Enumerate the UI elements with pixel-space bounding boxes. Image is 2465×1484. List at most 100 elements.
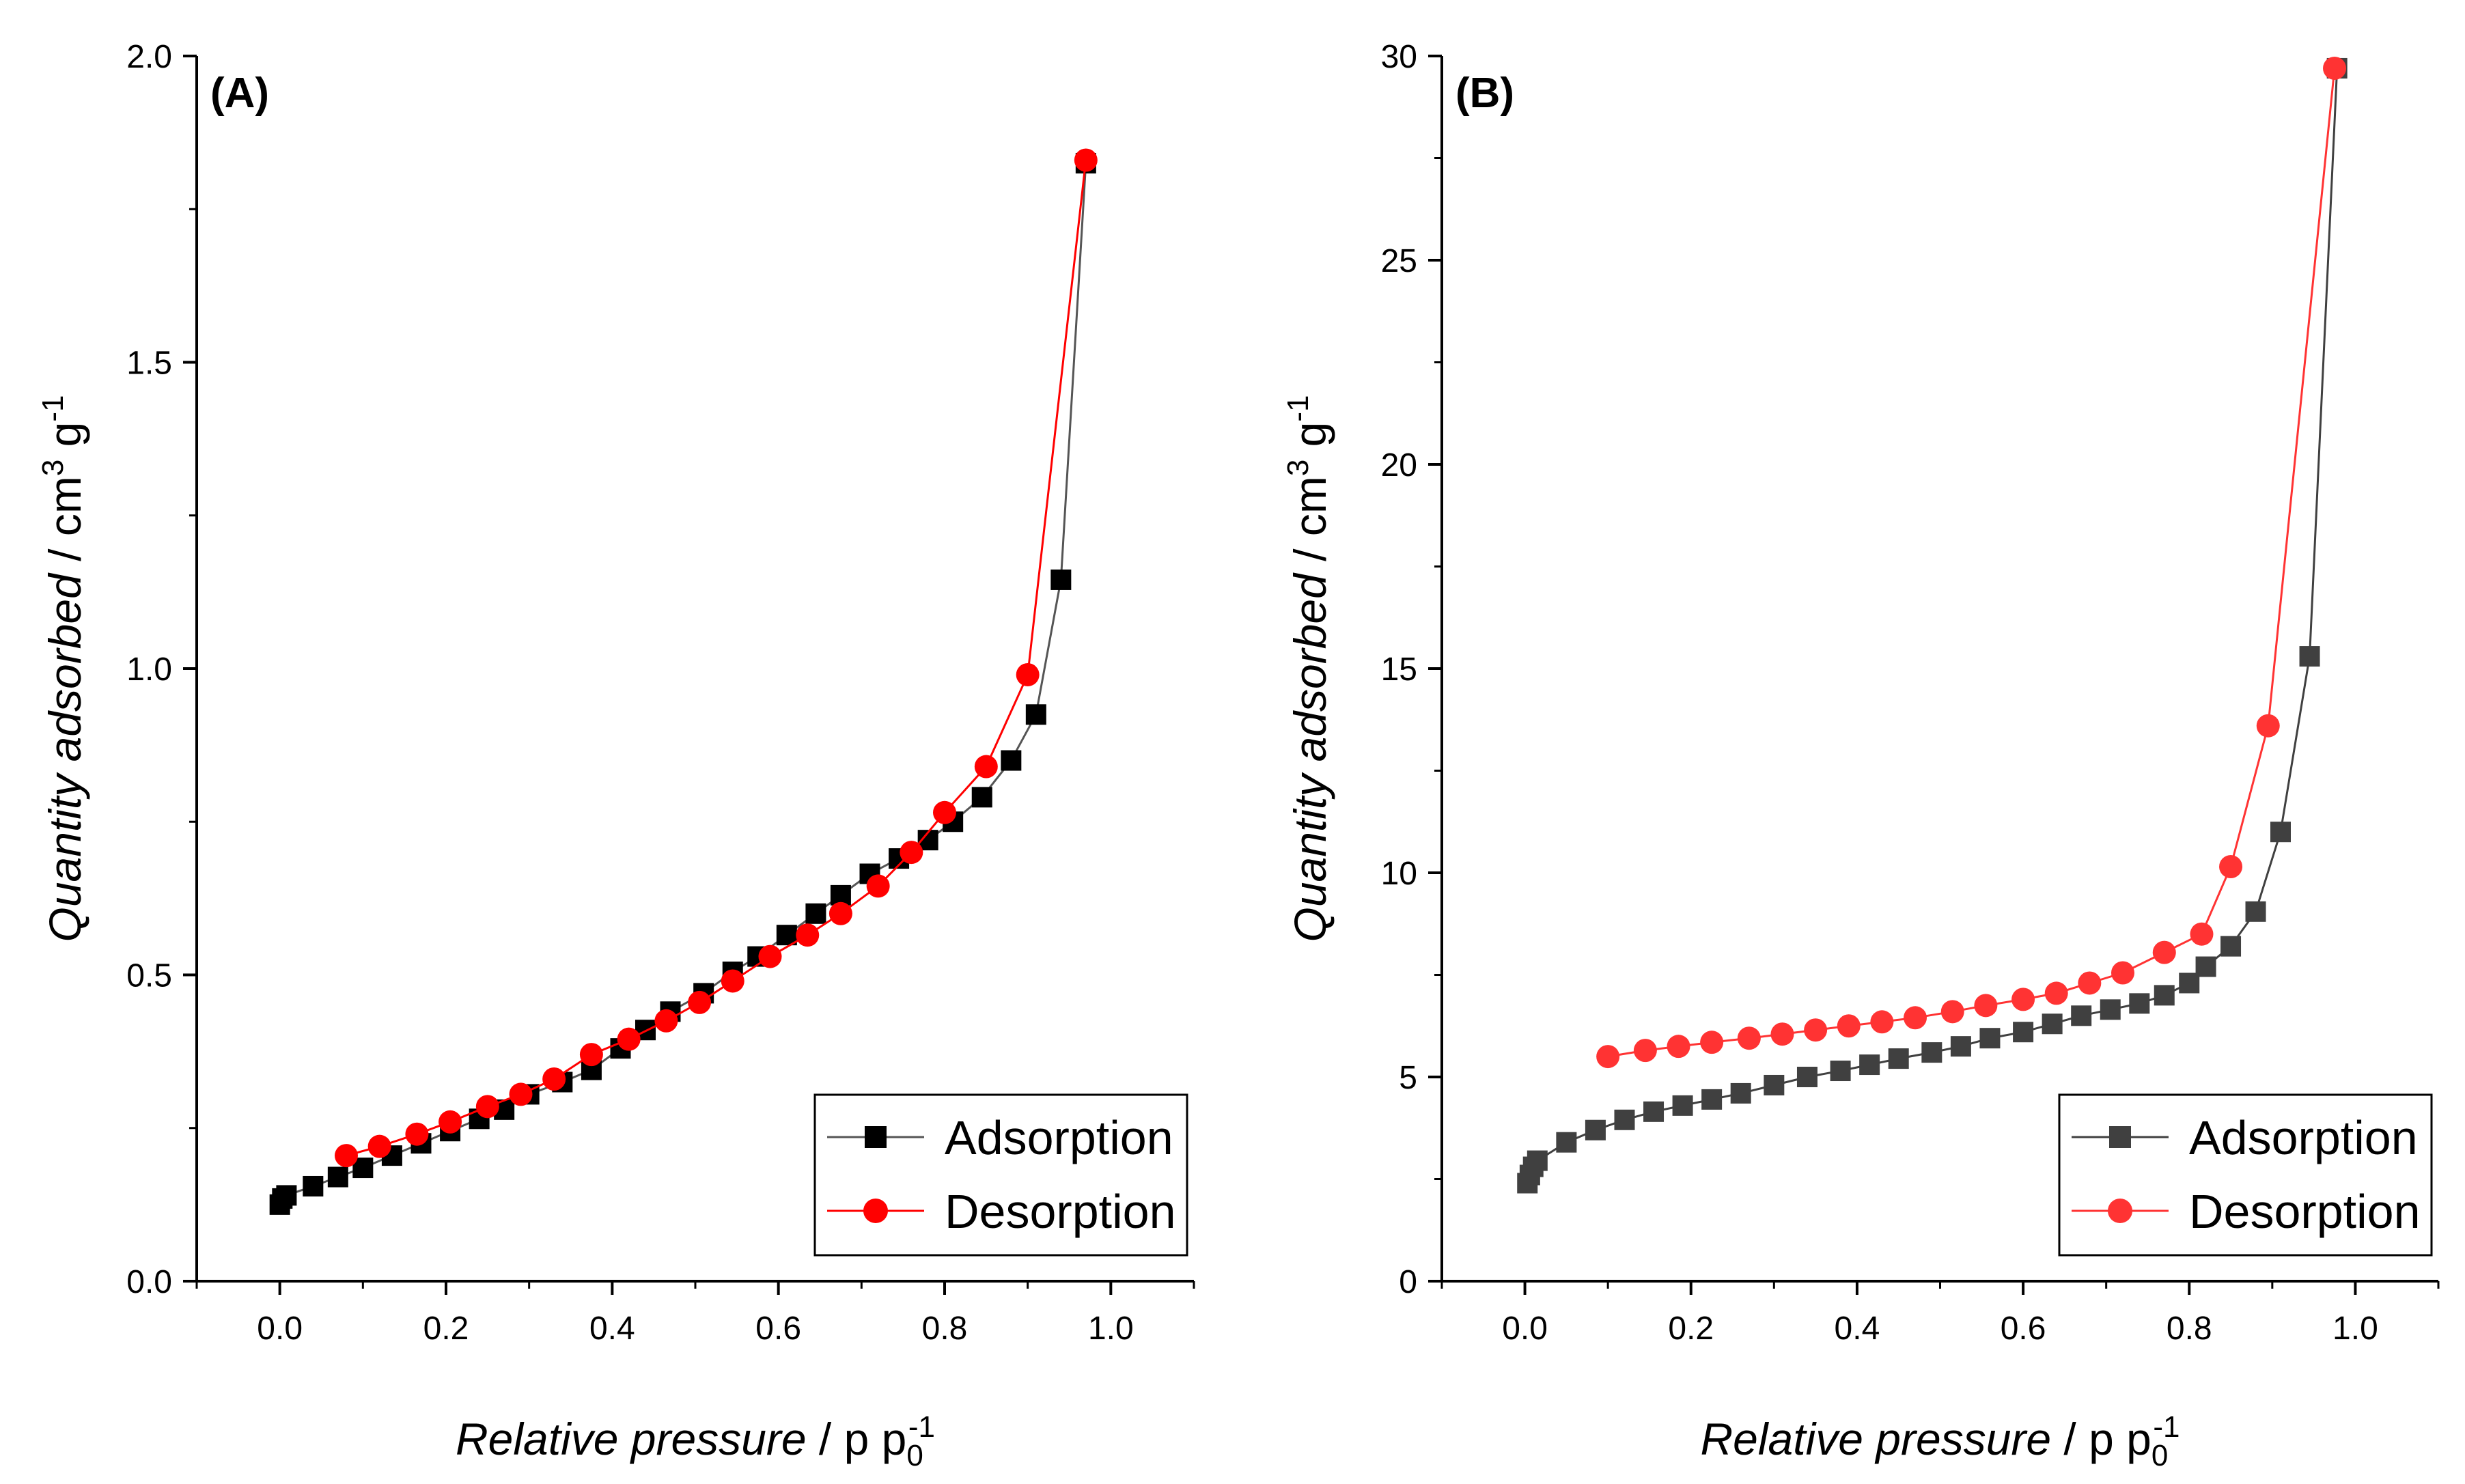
x-axis-title-unit-0: / p	[807, 1414, 882, 1464]
adsorption-point	[2245, 901, 2266, 922]
y-axis-title-unit-5: -1	[36, 395, 70, 421]
y-tick-label: 20	[1381, 447, 1417, 484]
legend-box	[2058, 1093, 2433, 1257]
y-tick-label: 10	[1381, 856, 1417, 892]
desorption-point	[688, 990, 712, 1014]
x-axis-title-unit-2: 0	[2151, 1439, 2168, 1472]
y-axis-title-unit-2: 3	[36, 460, 70, 476]
y-tick-label: 0.0	[126, 1264, 172, 1300]
x-axis-title: Relative pressure / p p0-1	[456, 1410, 935, 1472]
y-axis-title-unit-1: cm	[40, 476, 90, 536]
desorption-point	[1016, 662, 1040, 686]
desorption-point	[2219, 855, 2243, 879]
adsorption-point	[2042, 1013, 2063, 1035]
panel-a: 0.0 0.5 1.0 1.5 2.0 0.0 0.2 0.4 0.6 0.8 1.0 (A) Rela…	[36, 39, 1195, 1472]
desorption-point	[475, 1095, 499, 1119]
y-tick-label: 1.0	[126, 652, 172, 688]
adsorption-point	[776, 925, 797, 946]
x-tick-label: 0.8	[2167, 1311, 2212, 1347]
desorption-point	[1596, 1045, 1620, 1069]
desorption-point	[2152, 940, 2176, 964]
panel-label: (B)	[1456, 70, 1514, 117]
adsorption-point	[1025, 704, 1046, 725]
y-axis-title-quantity: Quantity adsorbed	[1285, 572, 1335, 942]
x-axis-title-unit-3: -1	[908, 1410, 935, 1444]
desorption-point	[654, 1009, 678, 1033]
desorption-point	[1737, 1026, 1761, 1050]
series-adsorption	[1517, 57, 2348, 1194]
y-tick-label: 0	[1399, 1264, 1417, 1300]
x-tick-label: 0.6	[2001, 1311, 2046, 1347]
x-axis-title-unit-1: p	[882, 1414, 907, 1464]
x-tick-label: 0.8	[922, 1311, 968, 1347]
x-tick-label: 1.0	[1088, 1311, 1134, 1347]
desorption-point	[1837, 1014, 1861, 1038]
series-desorption	[1596, 56, 2347, 1069]
desorption-line	[1607, 68, 2336, 1058]
x-tick-label: 0.0	[257, 1311, 303, 1347]
adsorption-point	[1764, 1074, 1785, 1095]
y-axis-title-unit-5: -1	[1281, 395, 1315, 421]
adsorption-point	[2154, 985, 2175, 1006]
x-tick-label: 0.4	[589, 1311, 635, 1347]
desorption-point	[617, 1027, 641, 1051]
adsorption-point	[1050, 569, 1072, 590]
y-axis-title-unit-4: g	[1285, 422, 1335, 447]
y-axis-title-unit-3	[40, 447, 90, 459]
y-tick-label: 30	[1381, 39, 1417, 75]
x-tick-label: 1.0	[2332, 1311, 2378, 1347]
desorption-point	[1667, 1035, 1690, 1059]
adsorption-point	[1556, 1132, 1577, 1153]
y-tick-label: 15	[1381, 652, 1417, 688]
desorption-point	[866, 874, 890, 898]
adsorption-point	[1888, 1048, 1909, 1069]
legend-desorption-label: Desorption	[945, 1185, 1176, 1238]
legend-adsorption-label: Adsorption	[2189, 1111, 2418, 1164]
desorption-point	[2190, 922, 2214, 946]
desorption-point	[1804, 1018, 1828, 1042]
x-tick-label: 0.2	[423, 1311, 469, 1347]
adsorption-point	[2100, 999, 2121, 1020]
legend-desorption-marker	[2108, 1199, 2132, 1223]
x-tick-label: 0.2	[1668, 1311, 1714, 1347]
adsorption-point	[2071, 1005, 2092, 1026]
adsorption-point	[303, 1175, 324, 1196]
adsorption-point	[1796, 1067, 1818, 1087]
adsorption-point	[2195, 956, 2216, 977]
desorption-point	[933, 800, 956, 824]
desorption-point	[335, 1144, 358, 1168]
legend-desorption-marker	[863, 1199, 888, 1223]
x-tick-label: 0.4	[1835, 1311, 1880, 1347]
adsorption-point	[2129, 993, 2150, 1014]
x-axis-title-unit-3: -1	[2153, 1410, 2179, 1444]
x-tick-label: 0.6	[755, 1311, 801, 1347]
y-axis-title-unit-4: g	[40, 422, 90, 447]
adsorption-point	[1859, 1054, 1880, 1076]
adsorption-point	[1701, 1089, 1723, 1110]
desorption-point	[579, 1043, 603, 1067]
series-adsorption	[269, 152, 1096, 1215]
adsorption-line	[279, 163, 1087, 1205]
desorption-point	[2323, 56, 2347, 80]
adsorption-point	[2299, 646, 2320, 667]
adsorption-point	[805, 903, 826, 924]
desorption-point	[828, 901, 852, 925]
desorption-point	[367, 1134, 391, 1158]
legend-adsorption-marker	[865, 1126, 887, 1148]
y-tick-label: 1.5	[126, 346, 172, 382]
legend: Adsorption Desorption	[813, 1093, 1188, 1257]
y-axis-title: Quantity adsorbed / cm3 g-1	[36, 395, 90, 942]
desorption-point	[721, 969, 744, 993]
x-axis-title-unit-2: 0	[906, 1439, 923, 1472]
desorption-point	[974, 755, 998, 779]
panel-label: (A)	[210, 70, 269, 117]
adsorption-point	[1001, 750, 1022, 771]
desorption-point	[405, 1122, 429, 1146]
adsorption-point	[1830, 1061, 1851, 1082]
adsorption-point	[1979, 1028, 2001, 1049]
desorption-point	[438, 1110, 462, 1134]
desorption-point	[542, 1067, 566, 1091]
y-tick-label: 0.5	[126, 958, 172, 994]
